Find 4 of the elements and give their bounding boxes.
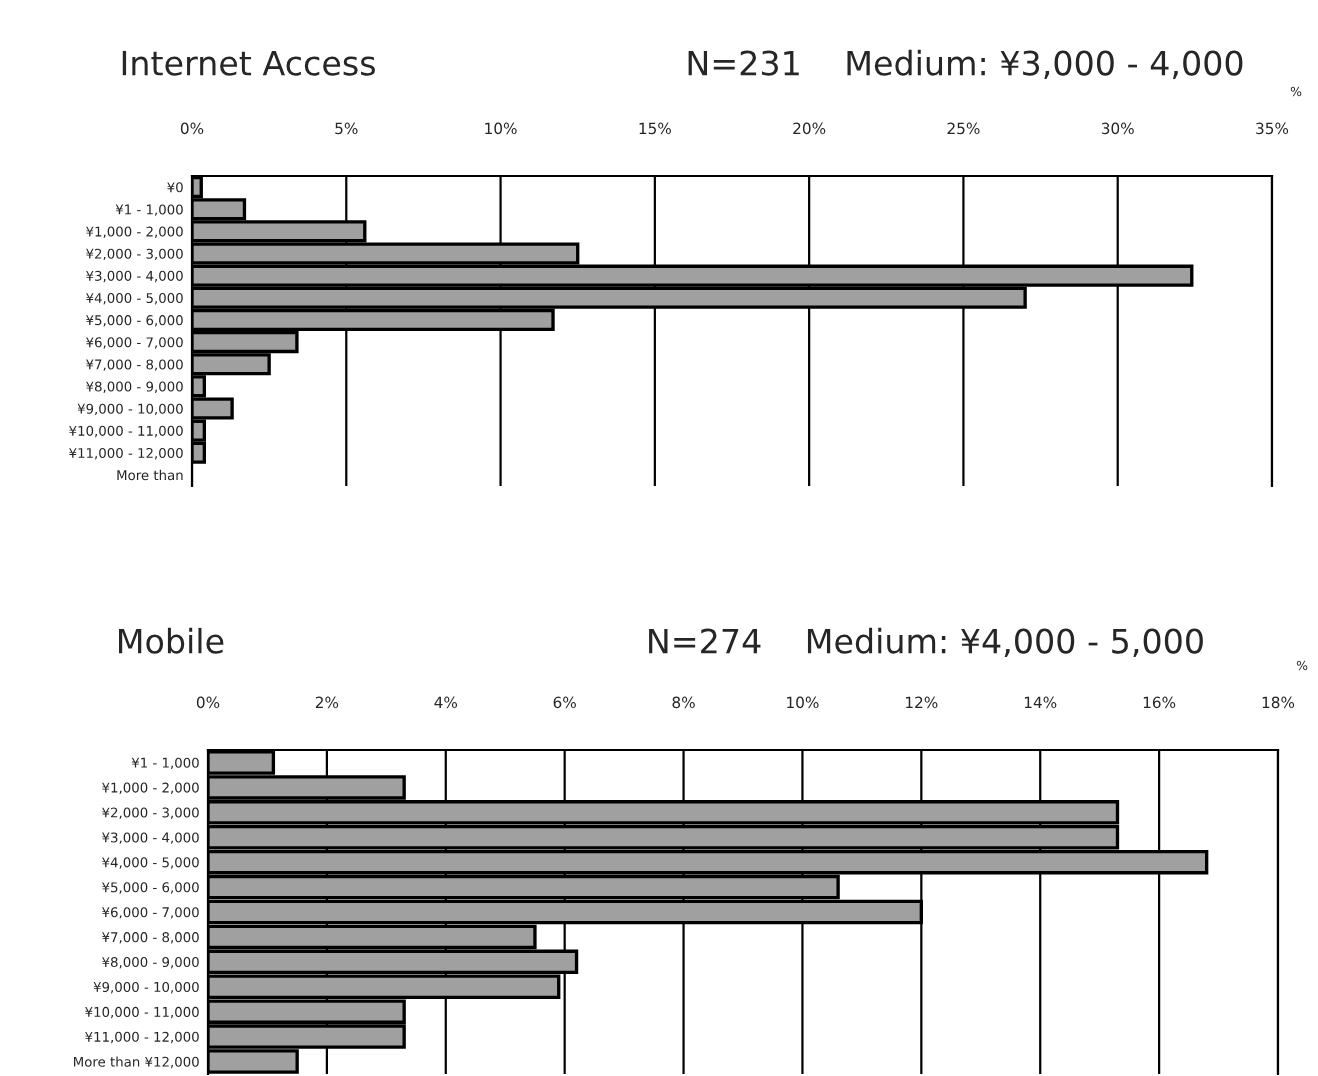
- chart-subtitle: N=274 Medium: ¥4,000 - 5,000: [649, 627, 1203, 658]
- chart-title: Internet Access: [122, 50, 375, 76]
- chart-subtitle: N=231 Medium: ¥3,000 - 4,000: [688, 49, 1243, 80]
- chart-title: Mobile: [119, 627, 224, 654]
